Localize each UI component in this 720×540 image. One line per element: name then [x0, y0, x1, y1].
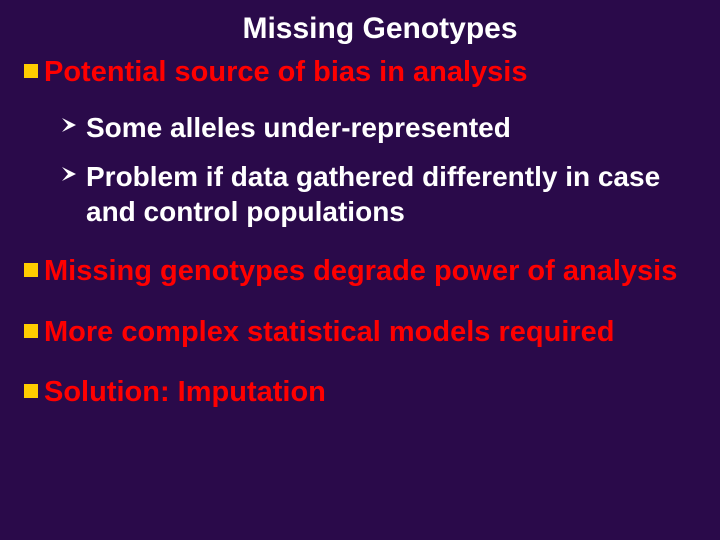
square-bullet-icon: [24, 384, 38, 398]
square-bullet-icon: [24, 64, 38, 78]
bullet-text: More complex statistical models required: [44, 314, 615, 350]
bullet-text: Solution: Imputation: [44, 374, 326, 410]
sub-bullet-text: Problem if data gathered differently in …: [86, 159, 696, 229]
arrow-right-icon: [60, 165, 78, 183]
bullet-item-2: Missing genotypes degrade power of analy…: [24, 253, 696, 289]
square-bullet-icon: [24, 263, 38, 277]
square-bullet-icon: [24, 324, 38, 338]
sub-bullet-item-2: Problem if data gathered differently in …: [60, 159, 696, 229]
sub-bullet-text: Some alleles under-represented: [86, 110, 511, 145]
slide-title: Missing Genotypes: [64, 12, 696, 46]
bullet-item-4: Solution: Imputation: [24, 374, 696, 410]
bullet-item-3: More complex statistical models required: [24, 314, 696, 350]
bullet-item-1: Potential source of bias in analysis: [24, 54, 696, 90]
sub-bullet-item-1: Some alleles under-represented: [60, 110, 696, 145]
bullet-text: Missing genotypes degrade power of analy…: [44, 253, 677, 289]
arrow-right-icon: [60, 116, 78, 134]
bullet-text: Potential source of bias in analysis: [44, 54, 527, 90]
